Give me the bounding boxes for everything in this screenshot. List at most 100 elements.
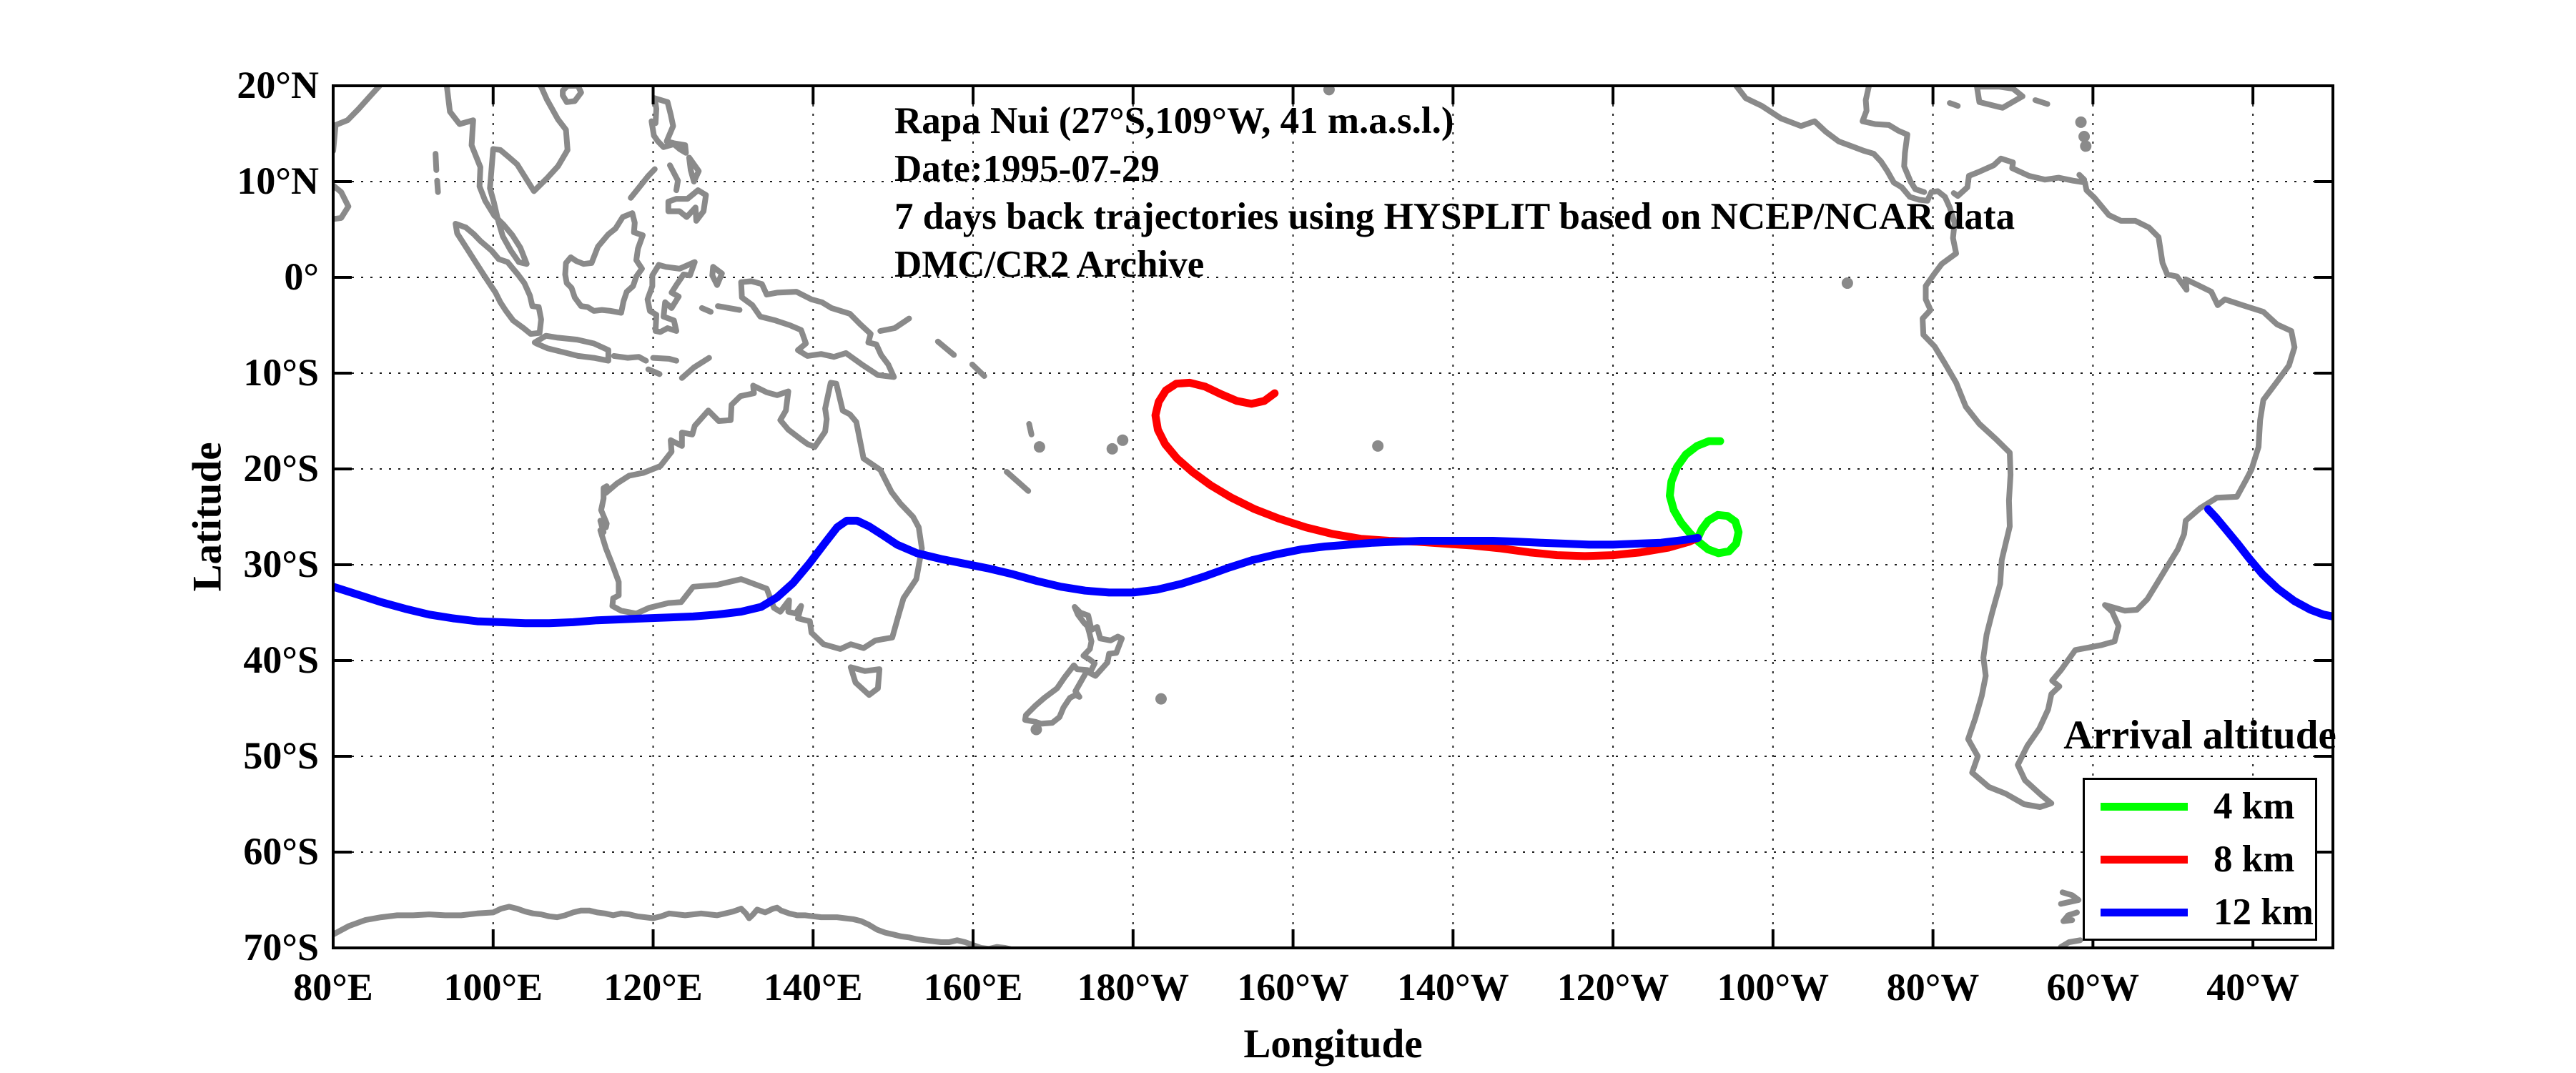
coastline — [709, 264, 725, 288]
x-tick-label: 100°E — [443, 966, 543, 1009]
coastline — [877, 315, 912, 334]
legend-label: 12 km — [2214, 891, 2314, 933]
island-dot — [1323, 86, 1335, 96]
legend-line-sample-blue — [2101, 908, 2188, 916]
coastline — [562, 210, 646, 316]
x-tick-label: 60°W — [2046, 966, 2140, 1009]
coastline — [738, 278, 897, 380]
coastline — [2032, 97, 2051, 107]
legend-entry-12km: 12 km — [2085, 891, 2315, 933]
legend-entry-8km: 8 km — [2085, 838, 2315, 880]
x-tick-label: 120°E — [603, 966, 703, 1009]
coastline — [628, 166, 658, 201]
coastline — [2058, 889, 2082, 907]
trajectory-4km — [1666, 437, 1743, 558]
trajectories — [333, 378, 2333, 628]
y-tick-label: 20°N — [237, 64, 319, 107]
coastline — [1004, 469, 1032, 494]
coastline — [934, 338, 957, 358]
y-tick-label: 50°S — [243, 734, 319, 777]
island-dot — [1117, 434, 1129, 446]
x-tick-label: 140°W — [1397, 966, 1509, 1009]
coastline — [434, 177, 441, 195]
y-tick-label: 10°S — [243, 351, 319, 394]
legend-line-sample-red — [2101, 855, 2188, 864]
y-tick-label: 30°S — [243, 543, 319, 585]
y-tick-label: 10°N — [237, 159, 319, 202]
coastline — [333, 182, 352, 222]
y-tick-label: 60°S — [243, 830, 319, 873]
island-dot — [2075, 116, 2087, 128]
coastline — [560, 86, 584, 105]
x-tick-label: 160°E — [923, 966, 1023, 1009]
coastline — [678, 355, 712, 381]
coastline — [665, 187, 709, 224]
annotation-line-archive: DMC/CR2 Archive — [894, 244, 1205, 285]
legend-entry-4km: 4 km — [2085, 785, 2315, 827]
x-axis-label: Longitude — [1243, 1022, 1423, 1067]
coastline — [333, 86, 383, 154]
coastline — [1022, 662, 1090, 727]
coastline — [433, 151, 440, 173]
x-tick-label: 80°E — [293, 966, 373, 1009]
annotation-line-date: Date:1995-07-29 — [894, 148, 1160, 189]
x-tick-label: 120°W — [1556, 966, 1669, 1009]
coastline — [453, 221, 544, 337]
coastline — [1860, 86, 1928, 195]
y-tick-label: 20°S — [243, 447, 319, 490]
coastline — [1733, 86, 2298, 810]
x-tick-label: 80°W — [1886, 966, 1980, 1009]
axes-frame — [332, 84, 2334, 949]
coastline — [1072, 604, 1125, 679]
coastline — [531, 332, 611, 364]
annotation-line-station: Rapa Nui (27°S,109°W, 41 m.a.s.l.) — [894, 100, 1454, 142]
x-tick-label: 40°W — [2206, 966, 2299, 1009]
coastline — [667, 162, 681, 194]
coastline — [715, 303, 743, 313]
x-tick-label: 140°E — [763, 966, 863, 1009]
coastline — [2076, 172, 2088, 183]
y-tick-label: 0° — [284, 255, 319, 298]
y-tick-label: 70°S — [243, 926, 319, 969]
coastline — [597, 380, 925, 652]
coastline — [699, 305, 714, 315]
coastline — [1947, 100, 1961, 109]
island-dot — [2078, 131, 2091, 143]
legend-label: 4 km — [2214, 785, 2295, 827]
coastline — [645, 366, 663, 377]
coastline — [648, 95, 689, 156]
legend-title: Arrival altitude — [2063, 713, 2336, 758]
x-tick-label: 160°W — [1237, 966, 1349, 1009]
legend: 4 km 8 km 12 km — [2083, 778, 2317, 941]
coastlines — [333, 86, 2298, 948]
coastline — [847, 664, 883, 698]
island-dot — [1033, 441, 1045, 453]
x-tick-label: 180°W — [1077, 966, 1190, 1009]
coastline — [333, 904, 1017, 948]
trajectory-12km — [2204, 505, 2333, 620]
coastline — [611, 352, 649, 364]
x-tick-label: 100°W — [1717, 966, 1830, 1009]
coastline — [650, 355, 679, 364]
island-dot — [1030, 723, 1042, 736]
coastline — [1026, 421, 1035, 437]
legend-line-sample-green — [2101, 802, 2188, 811]
legend-label: 8 km — [2214, 838, 2295, 880]
island-dot — [2080, 140, 2092, 152]
island-dot — [1841, 277, 1853, 290]
island-dot — [1372, 440, 1384, 452]
coastline — [644, 259, 698, 335]
annotation-block: Rapa Nui (27°S,109°W, 41 m.a.s.l.) Date:… — [894, 97, 2015, 289]
coastline — [2061, 909, 2080, 924]
island-dot — [1155, 693, 1167, 705]
coastline — [2058, 937, 2083, 948]
y-tick-label: 40°S — [243, 638, 319, 681]
coastline — [969, 361, 987, 379]
trajectory-12km — [333, 516, 1702, 628]
coastline — [686, 154, 702, 184]
island-dot — [1106, 442, 1118, 455]
annotation-line-method: 7 days back trajectories using HYSPLIT b… — [894, 196, 2015, 237]
trajectory-8km — [1151, 378, 1702, 560]
